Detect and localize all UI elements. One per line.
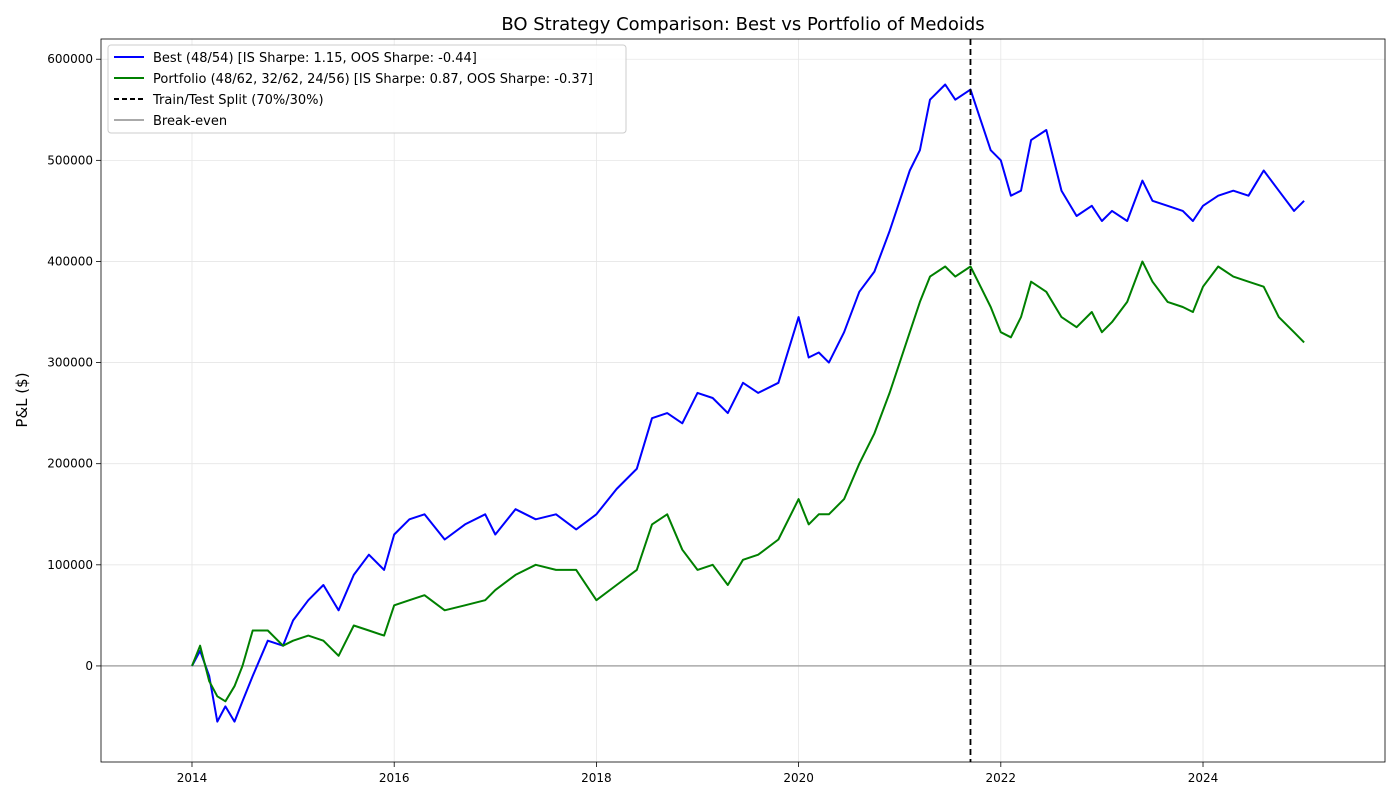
x-tick-label: 2014: [177, 771, 208, 785]
series-line-portfolio: [191, 260, 1305, 703]
axes: 2014 2016 2018 2020 2022 2024 0 100000 200000 300…: [47, 38, 1386, 785]
series-line-best: [191, 83, 1305, 723]
y-tick-label: 100000: [47, 558, 93, 572]
x-tick-label: 2022: [986, 771, 1017, 785]
y-tick-label: 600000: [47, 52, 93, 66]
chart-title: BO Strategy Comparison: Best vs Portfoli…: [501, 14, 984, 35]
y-axis-label: P&L ($): [13, 372, 31, 427]
legend: Best (48/54) [IS Sharpe: 1.15, OOS Sharp…: [107, 44, 627, 134]
series-layer: [191, 83, 1305, 723]
plot-frame: [100, 38, 1386, 763]
y-tick-label: 400000: [47, 254, 93, 268]
x-tick-label: 2024: [1188, 771, 1219, 785]
x-tick-label: 2016: [379, 771, 410, 785]
y-tick-label: 300000: [47, 356, 93, 370]
x-tick-label: 2020: [783, 771, 814, 785]
y-tick-label: 500000: [47, 153, 93, 167]
x-tick-label: 2018: [581, 771, 612, 785]
legend-box: [107, 44, 627, 134]
legend-entry: Best (48/54) [IS Sharpe: 1.15, OOS Sharp…: [153, 51, 477, 66]
legend-entry: Portfolio (48/62, 32/62, 24/56) [IS Shar…: [153, 72, 593, 87]
legend-entry: Break-even: [153, 114, 227, 129]
y-tick-label: 0: [85, 659, 93, 673]
legend-entry: Train/Test Split (70%/30%): [152, 93, 324, 108]
y-tick-label: 200000: [47, 457, 93, 471]
